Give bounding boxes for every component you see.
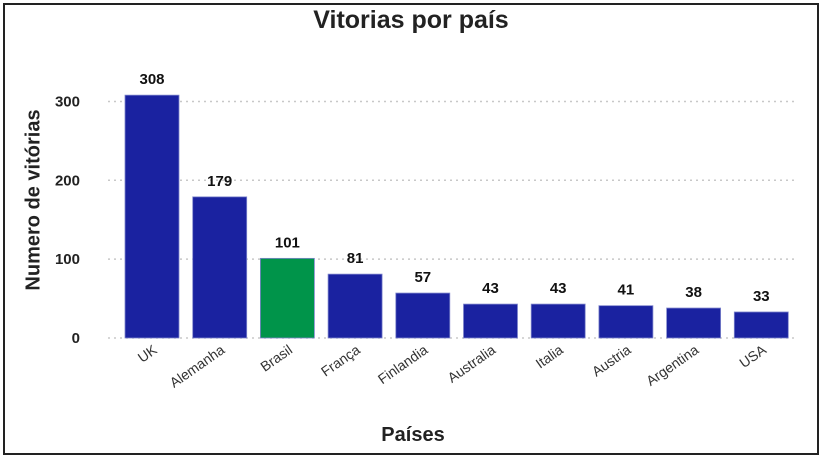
x-tick-label: França [318,341,363,379]
x-tick-label: Brasil [257,341,295,374]
x-tick-label: USA [736,341,769,371]
y-tick-label: 300 [55,93,80,110]
bar [463,303,518,339]
data-label: 38 [685,284,702,301]
data-label: 101 [275,234,300,251]
bar [124,94,180,339]
bar [327,273,383,339]
bar [192,196,248,339]
data-label: 41 [618,282,635,299]
data-label: 43 [550,280,567,297]
data-label: 43 [482,280,499,297]
x-tick-label: Austria [589,341,634,379]
data-label: 81 [347,250,364,267]
x-tick-label: UK [135,341,161,366]
x-tick-label: Alemanha [167,341,228,390]
x-tick-label: Finlandia [375,341,431,387]
chart-title: Vitorias por país [313,6,509,34]
data-label: 179 [207,173,232,190]
bar [259,257,315,339]
x-tick-label: Italia [533,341,567,371]
bar [530,303,586,339]
bar [733,311,789,339]
x-tick-label: Australia [444,341,498,385]
bar [395,292,451,339]
y-tick-label: 0 [72,330,80,347]
bar [666,307,721,339]
x-tick-label: Argentina [643,341,701,389]
y-tick-label: 100 [55,251,80,268]
data-label: 33 [753,288,770,305]
bar [598,305,654,339]
data-label: 57 [414,269,431,286]
y-tick-label: 200 [55,172,80,189]
x-axis-label: Países [381,424,445,446]
data-label: 308 [139,71,164,88]
